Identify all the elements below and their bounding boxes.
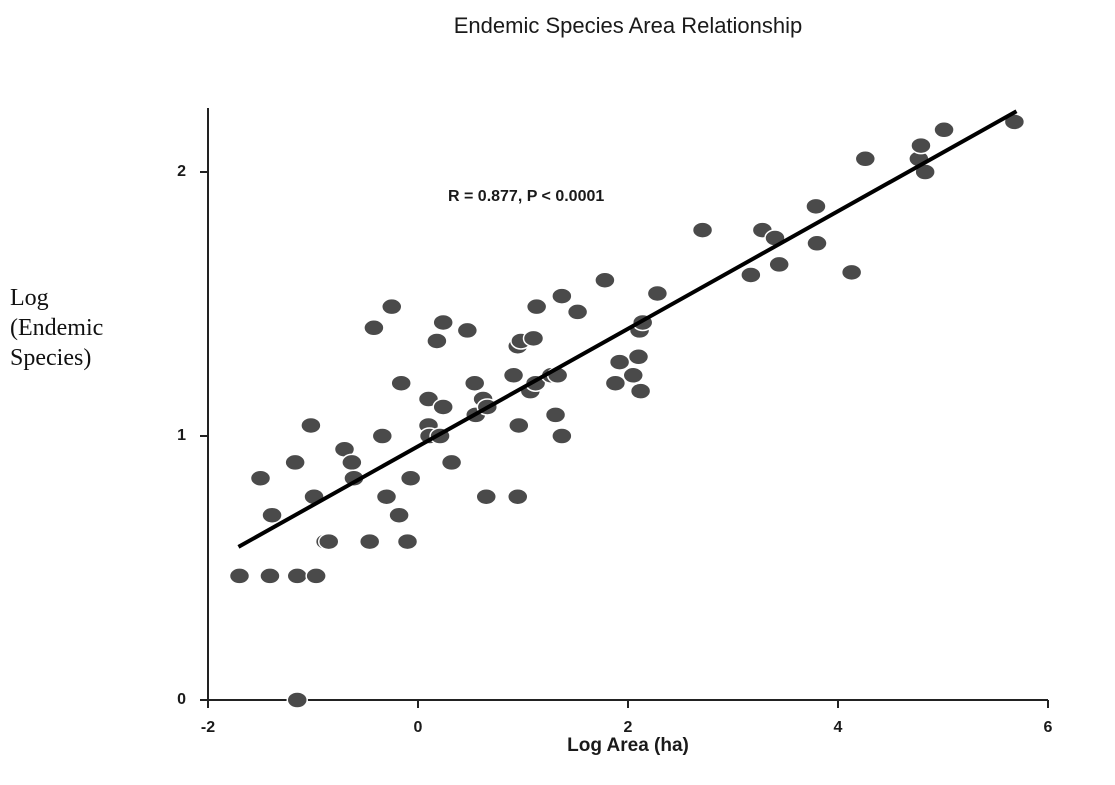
point <box>604 374 627 392</box>
point <box>417 390 440 408</box>
y-tick-label: 1 <box>177 427 186 444</box>
point <box>284 453 306 472</box>
point <box>475 487 497 506</box>
annotation: R = 0.877, P < 0.0001 <box>448 188 604 205</box>
y-axis-label: Log (Endemic Species) <box>10 285 104 371</box>
point <box>318 532 340 551</box>
x-tick-label: 2 <box>624 719 633 736</box>
y-tick-label: 2 <box>177 163 186 180</box>
point <box>375 487 398 506</box>
y-tick-label: 0 <box>177 691 186 708</box>
point <box>390 374 412 392</box>
point <box>426 332 448 350</box>
point <box>525 297 548 316</box>
point <box>305 567 327 585</box>
point <box>388 506 410 524</box>
point <box>933 121 955 139</box>
x-axis-label: Log Area (ha) <box>567 735 689 756</box>
point <box>440 453 463 472</box>
point <box>363 319 385 337</box>
point <box>259 567 281 585</box>
point <box>396 532 419 551</box>
point <box>286 691 308 709</box>
point <box>381 297 403 316</box>
point <box>456 321 479 340</box>
point <box>371 427 394 445</box>
point <box>507 487 529 506</box>
point <box>691 221 714 239</box>
point <box>249 469 272 487</box>
point <box>768 255 790 274</box>
point <box>399 469 422 487</box>
point <box>910 136 932 155</box>
x-tick-label: 6 <box>1044 719 1053 736</box>
point <box>544 406 567 424</box>
point <box>806 234 828 253</box>
point <box>522 329 545 348</box>
x-tick-label: 4 <box>834 719 843 736</box>
point <box>341 453 363 472</box>
point <box>646 284 669 303</box>
point <box>508 416 530 435</box>
point <box>463 374 486 392</box>
chart-title: Endemic Species Area Relationship <box>454 13 803 38</box>
point <box>228 567 251 585</box>
point <box>740 266 762 284</box>
point <box>551 287 573 305</box>
point <box>551 427 573 445</box>
x-tick-label: 0 <box>414 719 423 736</box>
point <box>854 150 877 168</box>
fit-line <box>237 109 1018 549</box>
point <box>805 197 827 216</box>
point <box>502 366 525 385</box>
point <box>566 303 589 321</box>
point <box>261 506 283 524</box>
point <box>608 353 631 371</box>
point <box>594 271 616 289</box>
point <box>840 263 863 282</box>
point <box>627 348 650 366</box>
point <box>432 398 454 416</box>
point <box>432 313 454 332</box>
point <box>358 532 381 551</box>
point <box>286 567 308 585</box>
point <box>629 382 652 400</box>
point <box>622 366 644 385</box>
point <box>300 416 322 435</box>
x-tick-label: -2 <box>201 719 215 736</box>
